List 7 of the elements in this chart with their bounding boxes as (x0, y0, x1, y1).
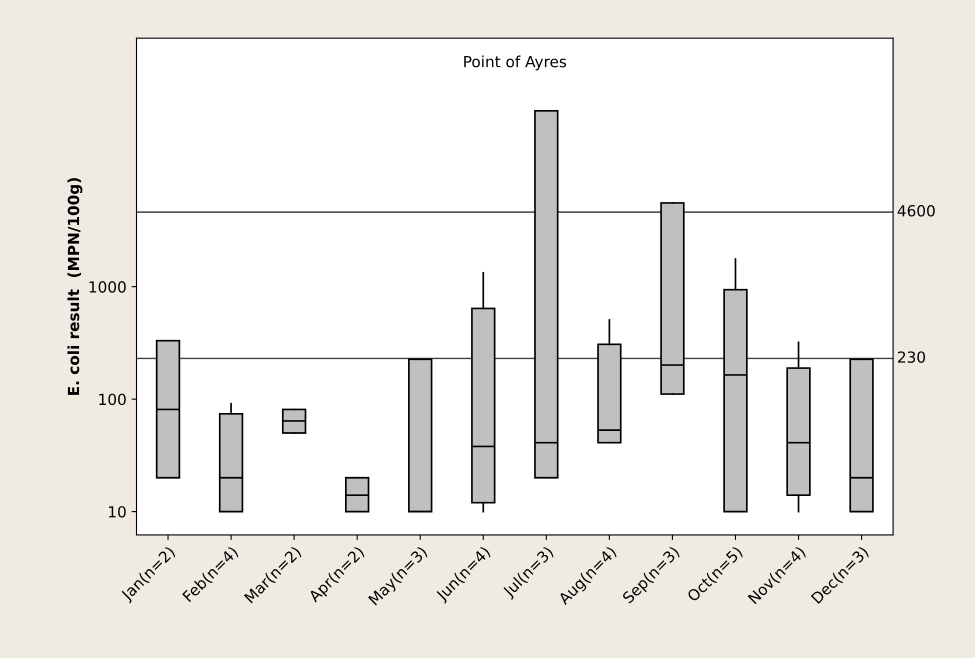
y-axis-title: E. coli result (MPN/100g) (67, 178, 82, 395)
ref-line-label: 230 (898, 351, 926, 363)
text: Point of Ayres (464, 56, 566, 70)
ref-line-label: 4600 (898, 205, 935, 217)
y-tick-label: 10 (109, 506, 126, 518)
y-tick-label: 100 (99, 394, 126, 406)
y-tick-label: 1000 (90, 281, 126, 293)
